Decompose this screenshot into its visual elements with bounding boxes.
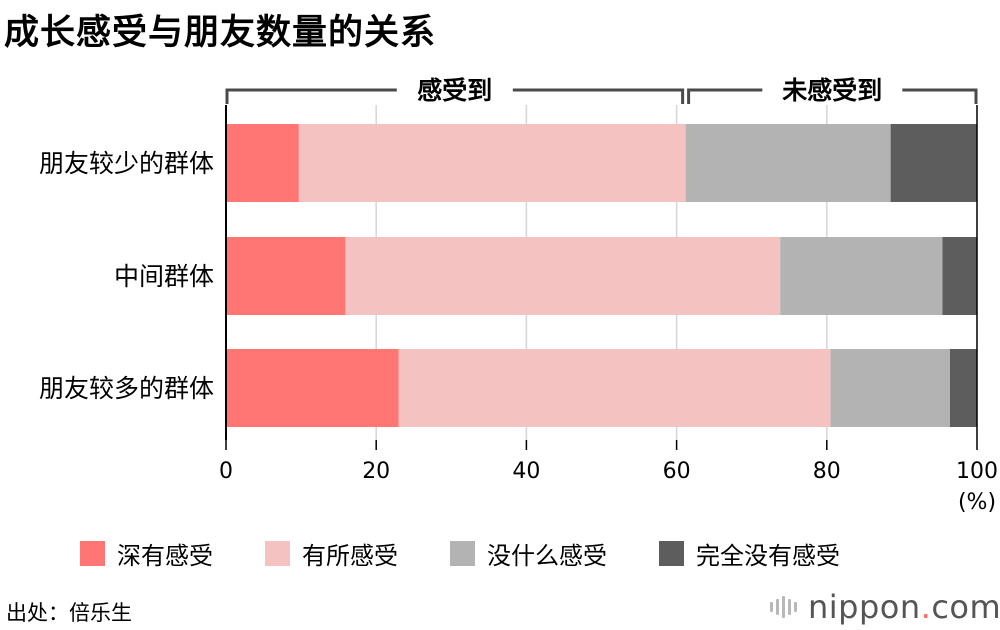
legend-label: 完全没有感受 [696,542,840,570]
chart-title: 成长感受与朋友数量的关系 [4,13,437,53]
bar-segment [226,124,299,202]
logo-text: nippon [808,588,921,626]
x-tick-label: 60 [663,459,691,484]
legend-label: 有所感受 [302,542,398,570]
bar-segment [398,349,831,427]
bar-segment [949,349,977,427]
category-label: 朋友较少的群体 [39,149,214,178]
legend-swatch [265,541,290,566]
legend-item: 没什么感受 [450,536,607,571]
bar-segment [345,237,781,315]
bar-segment [685,124,891,202]
legend-label: 没什么感受 [487,542,607,570]
x-tick-label: 0 [219,459,233,484]
bar-segment [298,124,686,202]
category-label: 朋友较多的群体 [39,374,214,403]
logo-dot: . [920,588,932,626]
logo-tld: com [931,588,1000,626]
x-tick-label: 80 [813,459,841,484]
bar-segment [830,349,950,427]
source-note: 出处：倍乐生 [6,601,132,625]
legend-item: 完全没有感受 [659,536,840,571]
legend-item: 有所感受 [265,536,398,571]
logo-mark-icon [770,596,800,618]
group-bracket [902,88,978,104]
nippon-logo: nippon. com [770,588,1000,626]
legend-swatch [659,541,684,566]
legend-label: 深有感受 [117,542,213,570]
group-bracket [687,88,763,104]
group-bracket-label: 未感受到 [782,76,882,105]
category-label: 中间群体 [114,262,214,291]
legend-swatch [80,541,105,566]
bar-segment [780,237,943,315]
x-axis-unit: (%) [958,490,996,515]
bar-segment [226,237,346,315]
x-tick-label: 100 [956,459,998,484]
legend-item: 深有感受 [80,536,213,571]
bar-segment [226,349,399,427]
legend-swatch [450,541,475,566]
legend: 深有感受 有所感受 没什么感受 完全没有感受 [80,536,840,571]
bar-segment [890,124,977,202]
x-tick-label: 20 [362,459,390,484]
group-bracket [225,88,397,104]
bar-segment [942,237,977,315]
x-tick-label: 40 [512,459,540,484]
group-bracket [512,88,685,104]
group-bracket-label: 感受到 [417,76,492,105]
